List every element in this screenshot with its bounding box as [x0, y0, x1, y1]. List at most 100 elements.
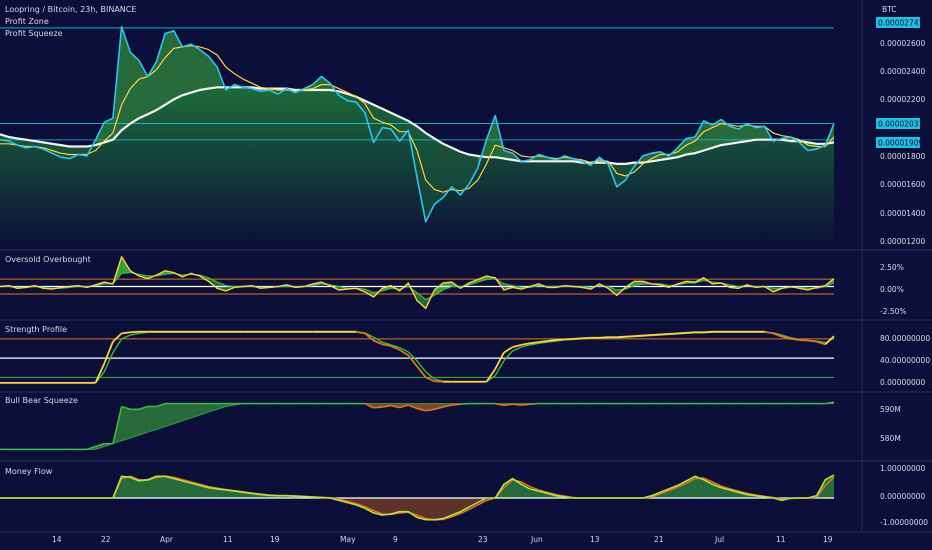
flow-fast-line — [0, 474, 835, 521]
strength-slow-segment — [399, 347, 409, 353]
strength-fast-segment — [564, 337, 574, 341]
price-tick: 0.00001600 — [880, 180, 926, 189]
strength-fast-segment — [660, 333, 669, 336]
strength-slow-segment — [538, 341, 548, 344]
slow-ma-line — [0, 86, 835, 165]
strength-slow-segment — [425, 371, 435, 380]
strength-slow-segment — [529, 342, 539, 346]
strength-title[interactable]: Strength Profile — [5, 325, 67, 334]
squeeze-fast-segment — [521, 403, 531, 406]
price-zone-fill — [686, 137, 695, 155]
strength-slow-segment — [547, 340, 557, 343]
strength-fast-segment — [512, 344, 522, 348]
price-zone-fill — [469, 154, 478, 185]
flow-fill — [191, 483, 200, 498]
strength-slow-segment — [407, 351, 418, 362]
price-tick: 0.00002600 — [880, 39, 926, 48]
price-zone-fill — [460, 151, 470, 195]
strength-fast-segment — [582, 336, 591, 340]
price-zone-fill — [78, 146, 87, 156]
strength-fast-segment — [686, 331, 696, 334]
strength-fast-segment — [781, 335, 791, 340]
price-tick: 0.00002200 — [880, 95, 926, 104]
flow-title[interactable]: Money Flow — [5, 467, 53, 476]
price-zone-fill — [364, 100, 374, 143]
x-tick-label: 9 — [393, 535, 398, 544]
flow-fill — [165, 476, 174, 498]
price-zone-fill — [321, 76, 331, 90]
oscillator-fill — [634, 281, 643, 286]
strength-fast-segment — [103, 341, 114, 364]
squeeze-fast-segment — [425, 408, 435, 412]
flow-fill — [451, 498, 461, 516]
price-zone-fill — [130, 52, 139, 124]
flow-fill — [173, 478, 183, 498]
strength-fast-segment — [121, 331, 131, 335]
squeeze-fill — [434, 403, 444, 410]
price-zone-fill — [425, 133, 435, 222]
flow-fill — [825, 475, 834, 498]
strength-slow-segment — [503, 350, 514, 362]
strength-slow-segment — [121, 334, 131, 340]
squeeze-fill — [217, 403, 226, 410]
flow-fill — [417, 498, 426, 520]
strength-fast-segment — [772, 332, 783, 338]
flow-fill — [382, 498, 391, 516]
indicator-profit-squeeze-label[interactable]: Profit Squeeze — [5, 29, 63, 38]
strength-fast-segment — [390, 345, 400, 351]
strength-fast-segment — [668, 332, 678, 335]
strength-fast-segment — [538, 340, 548, 344]
oscillator-tick: 2.50% — [880, 263, 904, 272]
price-zone-fill — [173, 30, 183, 100]
flow-fill — [469, 498, 478, 508]
price-badge-prev-text: 0.00001909 — [878, 139, 924, 148]
strength-fast-segment — [521, 342, 531, 346]
squeeze-fast-segment — [364, 402, 374, 409]
panel-dividers — [0, 0, 932, 533]
squeeze-fill — [191, 403, 200, 418]
squeeze-fast-segment — [382, 404, 392, 408]
strength-fast-segment — [364, 332, 375, 342]
flow-fill — [695, 476, 704, 498]
x-tick-label: 22 — [101, 535, 111, 544]
squeeze-fast-segment — [503, 403, 513, 407]
strength-slow-segment — [390, 344, 400, 349]
flow-fill — [225, 490, 235, 498]
strength-fast-segment — [651, 333, 661, 336]
strength-fast-segment — [416, 365, 427, 378]
price-zone-fill — [434, 138, 444, 205]
strength-fast-segment — [764, 330, 774, 335]
strength-slow-segment — [373, 336, 383, 343]
chart-marks — [0, 25, 835, 521]
squeeze-fill — [130, 409, 139, 438]
flow-fill — [147, 476, 157, 498]
strength-fast-segment — [616, 335, 626, 339]
strength-slow-segment — [130, 332, 140, 336]
squeeze-fast-segment — [390, 404, 400, 409]
squeeze-fast-segment — [399, 404, 409, 409]
oscillator-title[interactable]: Oversold Overbought — [5, 255, 91, 264]
strength-tick: 40.00000000 — [880, 356, 930, 365]
price-zone-fill — [199, 49, 209, 90]
flow-fill — [738, 492, 748, 498]
strength-fast-segment — [529, 341, 539, 345]
price-badge-last-text: 0.00002031 — [878, 120, 924, 129]
oscillator-slow-line — [0, 271, 835, 301]
flow-fill — [443, 498, 452, 519]
squeeze-fast-segment — [408, 404, 418, 410]
price-zone-fill — [165, 30, 174, 105]
x-tick-label: 21 — [654, 535, 664, 544]
flow-slow-line — [0, 475, 835, 521]
symbol-title: Loopring / Bitcoin, 23h, BINANCE — [5, 5, 136, 14]
squeeze-title[interactable]: Bull Bear Squeeze — [5, 396, 78, 405]
flow-fill — [234, 491, 244, 498]
strength-slow-segment — [382, 341, 392, 346]
squeeze-fast-segment — [825, 401, 835, 405]
x-tick-label: May — [340, 535, 356, 544]
flow-fill — [208, 487, 218, 498]
indicator-profit-zone-label[interactable]: Profit Zone — [5, 17, 49, 26]
strength-slow-segment — [781, 334, 791, 339]
squeeze-fast-segment — [86, 445, 96, 451]
